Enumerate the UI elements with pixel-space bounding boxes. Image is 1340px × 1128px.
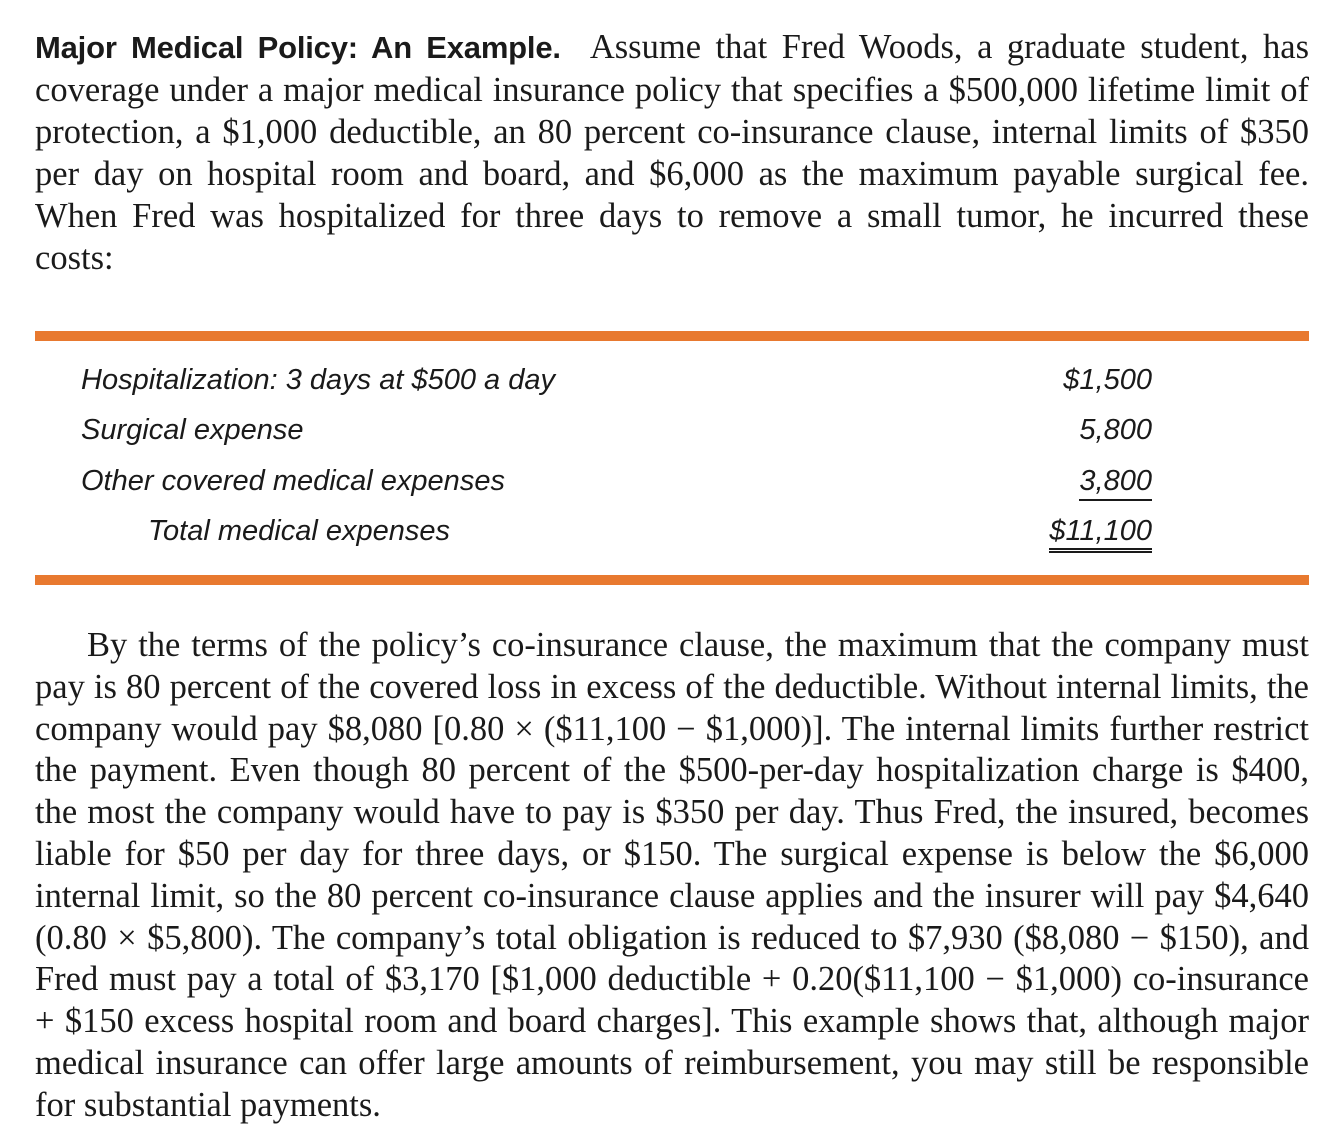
- total-amount-value: $11,100: [1049, 515, 1152, 554]
- example-heading: Major Medical Policy: An Example.: [35, 30, 561, 65]
- cost-amount: 5,800: [888, 406, 1152, 457]
- intro-paragraph: Major Medical Policy: An Example. Assume…: [35, 26, 1309, 279]
- cost-label: Hospitalization: 3 days at $500 a day: [81, 363, 555, 396]
- cost-amount-value: 3,800: [1079, 464, 1152, 501]
- table-bottom-rule: [35, 575, 1309, 585]
- total-amount: $11,100: [888, 507, 1152, 558]
- cost-amount-value: 5,800: [1079, 414, 1152, 447]
- cost-label: Surgical expense: [81, 414, 304, 447]
- document-page: Major Medical Policy: An Example. Assume…: [35, 26, 1309, 1127]
- cost-amount-value: $1,500: [1063, 363, 1152, 396]
- explanation-paragraph: By the terms of the policy’s co-insuranc…: [35, 626, 1309, 1124]
- cost-label: Other covered medical expenses: [81, 464, 505, 497]
- table-total-row: Total medical expenses $11,100: [81, 507, 1152, 558]
- table-row: Surgical expense 5,800: [81, 406, 1152, 457]
- total-label: Total medical expenses: [148, 515, 450, 548]
- cost-amount: $1,500: [888, 355, 1152, 406]
- table-row: Other covered medical expenses 3,800: [81, 456, 1152, 507]
- cost-amount: 3,800: [888, 456, 1152, 507]
- intro-text: Assume that Fred Woods, a graduate stu­d…: [35, 28, 1309, 277]
- table-top-rule: [35, 331, 1309, 341]
- table-row: Hospitalization: 3 days at $500 a day $1…: [81, 355, 1152, 406]
- medical-costs-table: Hospitalization: 3 days at $500 a day $1…: [81, 355, 1152, 557]
